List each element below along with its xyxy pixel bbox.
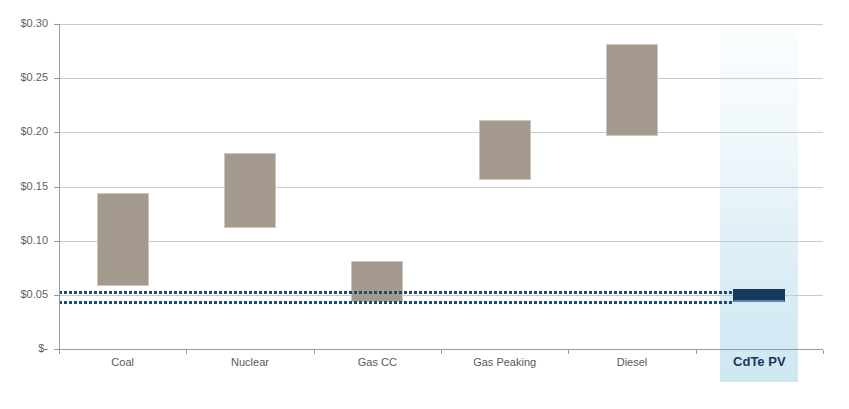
y-axis-label: $0.25: [4, 71, 48, 84]
x-axis-label-gas-peaking: Gas Peaking: [441, 355, 568, 369]
x-axis-label-cdte-pv: CdTe PV: [696, 355, 823, 369]
label-layer: $0.30 $0.25 $0.20 $0.15 $0.10 $0.05 $- CoalNucl…: [0, 0, 849, 409]
lcoe-range-chart: $0.30 $0.25 $0.20 $0.15 $0.10 $0.05 $- CoalNucl…: [0, 0, 849, 409]
y-axis-label: $0.05: [4, 288, 48, 301]
x-axis-label-gas-cc: Gas CC: [314, 355, 441, 369]
y-axis-label: $-: [4, 342, 48, 355]
x-axis-label-coal: Coal: [59, 355, 186, 369]
x-axis-label-nuclear: Nuclear: [186, 355, 313, 369]
y-axis-label: $0.30: [4, 17, 48, 30]
y-axis-label: $0.10: [4, 234, 48, 247]
y-axis-label: $0.15: [4, 180, 48, 193]
x-axis-label-diesel: Diesel: [568, 355, 695, 369]
y-axis-label: $0.20: [4, 125, 48, 138]
